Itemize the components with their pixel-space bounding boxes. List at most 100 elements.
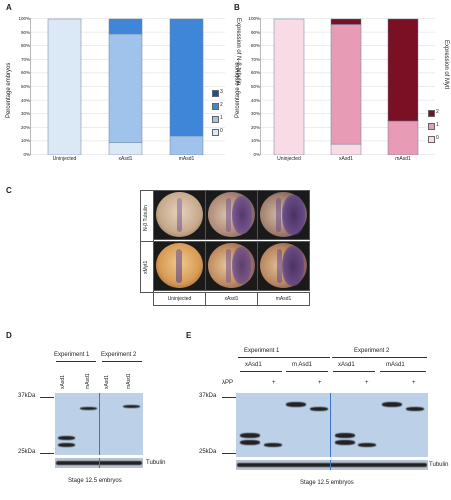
legend-label: 0 [436, 135, 439, 141]
embryo-image [260, 192, 307, 237]
panel-e-loading-label: Tubulin [429, 462, 449, 468]
band [406, 407, 424, 411]
panel-e-mw-low: 25kDa [199, 449, 217, 455]
panel-b-chart [260, 18, 435, 155]
panel-e-plus-2: + [318, 380, 322, 386]
band [264, 443, 282, 447]
legend-swatch [428, 123, 435, 130]
bar-segment-xAsd1-2 [330, 18, 362, 25]
panel-d-tubulin-blot [55, 458, 143, 468]
panel-c-letter: C [6, 186, 12, 195]
panel-e-group-line [333, 371, 375, 372]
panel-e-letter: E [186, 331, 192, 340]
embryo-tile-tubulin-masd1 [257, 190, 310, 240]
panel-e-plus-4: + [412, 380, 416, 386]
legend-swatch [428, 110, 435, 117]
panel-d-mw-high: 37kDa [18, 393, 36, 399]
legend-label: 0 [220, 128, 223, 134]
y-tick-label: 60% [250, 70, 260, 76]
y-tick-label: 30% [250, 111, 260, 117]
band [240, 440, 260, 445]
band [237, 463, 427, 467]
embryo-image [156, 192, 203, 237]
legend-swatch [212, 103, 219, 110]
y-tick-label: 50% [20, 84, 30, 89]
panel-b-yticks: 100% 90% 80% 70% 60% 50% 40% 30% 20% 10% 0% [240, 16, 260, 157]
panel-e-tubulin-blot [236, 460, 428, 470]
panel-d-divider [99, 393, 100, 455]
panel-d-letter: D [6, 331, 12, 340]
panel-e-divider [330, 393, 331, 457]
panel-d-exp1-line [56, 361, 96, 362]
panel-b-right-label: Expression of MytI [443, 40, 449, 90]
panel-e-plus-1: + [272, 380, 276, 386]
y-tick-label: 90% [20, 29, 30, 35]
bar-segment-mAsd1-2 [387, 18, 419, 122]
panel-d-exp1: Experiment 1 [54, 352, 90, 358]
panel-c-col-label-3: mAsd1 [257, 292, 310, 306]
bar-segment-xAsd1-1 [330, 24, 362, 145]
panel-e-group-4: mAsd1 [386, 362, 405, 368]
legend-label: 2 [220, 102, 223, 108]
panel-e-mw-high: 37kDa [199, 393, 217, 399]
panel-e-exp2: Experiment 2 [354, 348, 390, 354]
x-tick-label: xAsd1 [118, 156, 133, 162]
panel-b-letter: B [234, 3, 240, 12]
panel-d-mw-low: 25kDa [18, 449, 36, 455]
panel-e-lpp-label: λPP [222, 380, 234, 386]
band [286, 402, 306, 407]
embryo-tile-myt1-uninjected [153, 241, 206, 291]
embryo-tile-myt1-masd1 [257, 241, 310, 291]
y-tick-label: 40% [20, 97, 30, 103]
legend-swatch [212, 129, 219, 136]
y-tick-label: 60% [20, 70, 30, 76]
panel-e-blot [236, 393, 428, 457]
embryo-image [208, 243, 255, 288]
y-tick-label: 100% [248, 16, 260, 21]
y-tick-label: 0% [253, 152, 260, 157]
y-tick-label: 20% [20, 124, 30, 130]
x-tick-label: Uninjected [52, 156, 77, 162]
embryo-tile-tubulin-uninjected [153, 190, 206, 240]
panel-e-caption: Stage 12.5 embryos [300, 480, 354, 486]
legend-label: 1 [220, 115, 223, 121]
panel-e-group-line [240, 371, 282, 372]
panel-a-yticks: 100% 90% 80% 70% 60% 50% 40% 30% 20% 10% 0% [10, 16, 30, 157]
panel-d-loading-label: Tubulin [146, 460, 166, 466]
band [123, 405, 140, 408]
y-tick-label: 80% [20, 43, 30, 49]
panel-c-row-label-box-1: N-β Tubulin [140, 190, 154, 242]
panel-e-group-line [380, 371, 426, 372]
legend-swatch [212, 90, 219, 97]
y-tick-label: 10% [20, 138, 30, 144]
y-tick-label: 70% [250, 56, 260, 62]
panel-e-group-2: m Asd1 [292, 362, 313, 368]
panel-e-plus-3: + [365, 380, 369, 386]
x-tick-label: Uninjected [277, 156, 301, 162]
panel-a-letter: A [6, 3, 12, 12]
y-tick-label: 10% [250, 138, 260, 144]
y-tick-label: 80% [250, 43, 260, 49]
panel-d-exp2: Experiment 2 [101, 352, 137, 358]
panel-d-mw-low-tick [40, 453, 54, 454]
bar-segment-xAsd1-1 [108, 33, 143, 144]
band [382, 402, 402, 407]
x-tick-label: mAsd1 [395, 156, 411, 162]
panel-c-col-label-1: Uninjected [153, 292, 206, 306]
panel-e-mw-low-tick [222, 453, 236, 454]
panel-c-row-label-1: N-β Tubulin [143, 205, 149, 231]
panel-b-legend: 2 1 0 [428, 109, 446, 160]
y-tick-label: 30% [20, 111, 30, 117]
panel-e-group-line [286, 371, 328, 372]
embryo-image [260, 243, 307, 288]
y-tick-label: 50% [250, 84, 260, 89]
band [58, 436, 75, 440]
x-tick-label: xAsd1 [339, 156, 353, 162]
panel-d-mw-high-tick [40, 397, 54, 398]
bar-segment-mAsd1-1 [169, 135, 204, 155]
bar-segment-mAsd1-2 [169, 18, 204, 137]
panel-d-lane-4: mAsd1 [126, 373, 132, 389]
y-tick-label: 20% [250, 124, 260, 130]
y-tick-label: 90% [250, 29, 260, 35]
embryo-image [208, 192, 255, 237]
